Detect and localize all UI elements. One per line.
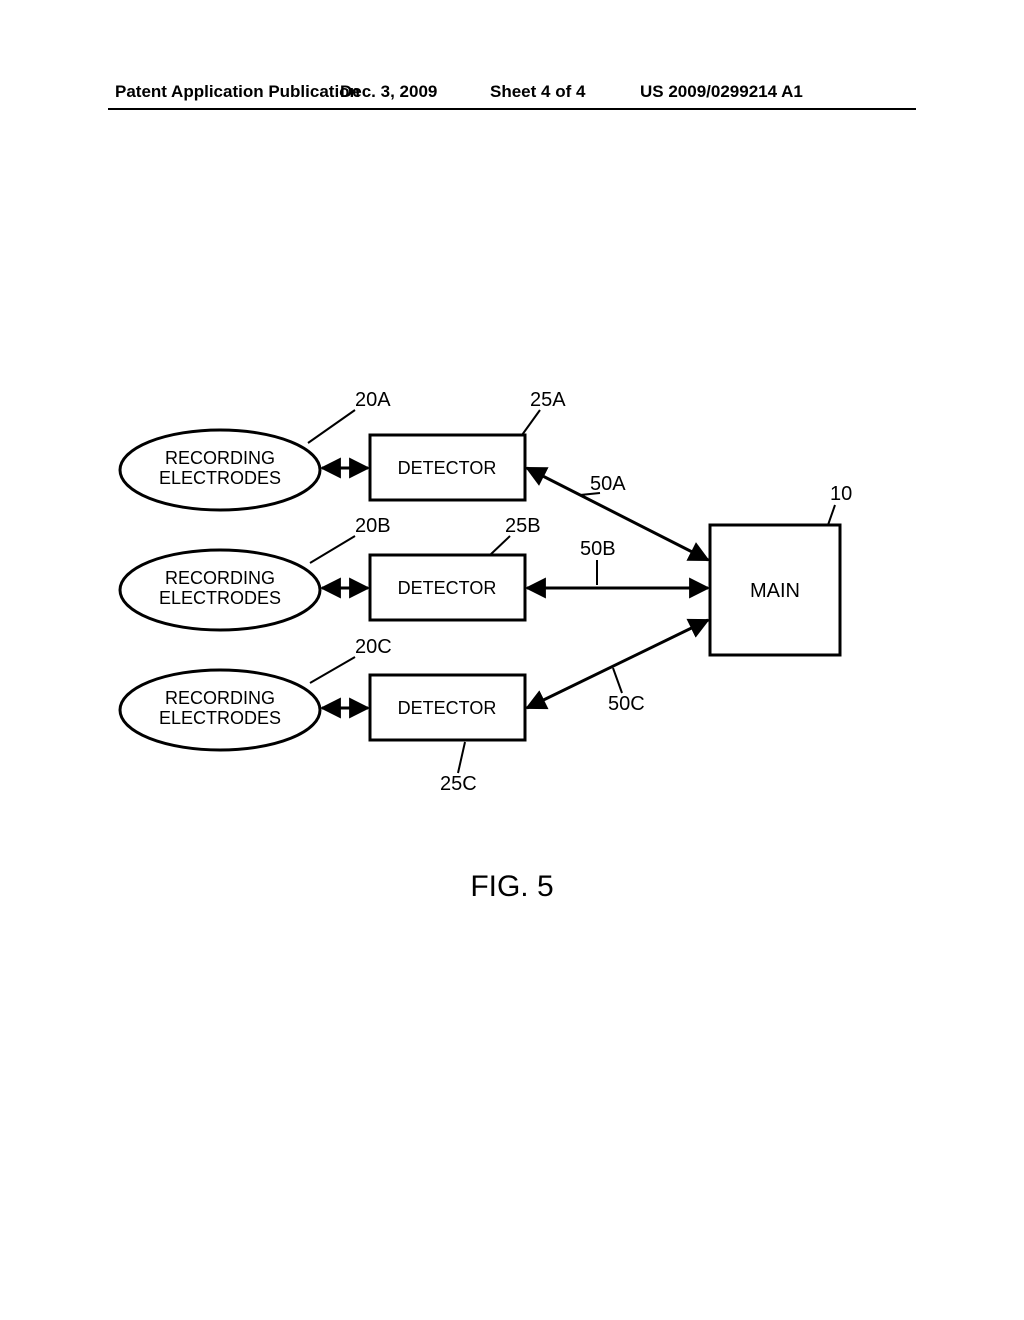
- leader-25b: [490, 536, 510, 555]
- leader-20a: [308, 410, 355, 443]
- detector-c-label: DETECTOR: [398, 698, 497, 718]
- electrode-c-line2: ELECTRODES: [159, 708, 281, 728]
- recording-electrodes-b: RECORDING ELECTRODES: [120, 550, 320, 630]
- detector-b: DETECTOR: [370, 555, 525, 620]
- electrode-b-line1: RECORDING: [165, 568, 275, 588]
- detector-b-label: DETECTOR: [398, 578, 497, 598]
- main-label: MAIN: [750, 580, 800, 602]
- ref-10: 10: [830, 483, 852, 505]
- leader-20b: [310, 536, 355, 563]
- ref-50b: 50B: [580, 538, 616, 560]
- figure-5-diagram: RECORDING ELECTRODES RECORDING ELECTRODE…: [110, 380, 910, 840]
- ref-25b: 25B: [505, 515, 541, 537]
- recording-electrodes-c: RECORDING ELECTRODES: [120, 670, 320, 750]
- ref-25a: 25A: [530, 389, 566, 411]
- header-publication: Patent Application Publication: [115, 82, 360, 102]
- leader-25a: [522, 410, 540, 435]
- detector-c: DETECTOR: [370, 675, 525, 740]
- detector-a-label: DETECTOR: [398, 458, 497, 478]
- leader-25c: [458, 742, 465, 773]
- ref-50a: 50A: [590, 473, 626, 495]
- leader-10: [828, 505, 835, 525]
- electrode-a-line2: ELECTRODES: [159, 468, 281, 488]
- electrode-c-line1: RECORDING: [165, 688, 275, 708]
- leader-50c: [613, 668, 622, 693]
- leader-20c: [310, 657, 355, 683]
- electrode-a-line1: RECORDING: [165, 448, 275, 468]
- ref-20a: 20A: [355, 389, 391, 411]
- detector-a: DETECTOR: [370, 435, 525, 500]
- header-date: Dec. 3, 2009: [340, 82, 437, 102]
- ref-20b: 20B: [355, 515, 391, 537]
- header-pubno: US 2009/0299214 A1: [640, 82, 803, 102]
- electrode-b-line2: ELECTRODES: [159, 588, 281, 608]
- figure-caption: FIG. 5: [0, 870, 1024, 904]
- ref-25c: 25C: [440, 773, 477, 795]
- header-sheet: Sheet 4 of 4: [490, 82, 585, 102]
- ref-20c: 20C: [355, 636, 392, 658]
- recording-electrodes-a: RECORDING ELECTRODES: [120, 430, 320, 510]
- header-rule: [108, 108, 916, 110]
- main-block: MAIN: [710, 525, 840, 655]
- ref-50c: 50C: [608, 693, 645, 715]
